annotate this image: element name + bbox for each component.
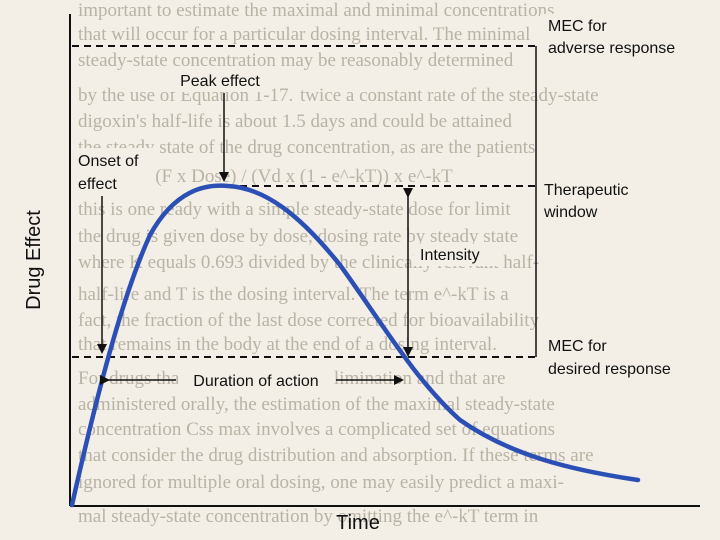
bg-line: mal steady-state concentration by omitti… (78, 506, 539, 527)
mec-adverse-label-line1: MEC for (548, 18, 607, 35)
therapeutic-label-bg (540, 178, 640, 224)
therapeutic-label-line1: Therapeutic (544, 182, 629, 199)
mec-desired-label-bg (540, 334, 712, 380)
duration-label-bg (178, 370, 334, 392)
peak-label-bg (168, 70, 272, 92)
bg-line: the steady state of the drug concentrati… (78, 137, 535, 158)
intensity-label: Intensity (420, 247, 480, 264)
bg-line: twice a constant rate of the steady-stat… (300, 85, 599, 106)
bg-line: half-life and T is the dosing interval. … (78, 284, 509, 305)
duration-label: Duration of action (193, 373, 318, 390)
mec-desired-label-line1: MEC for (548, 338, 607, 355)
peak-effect-label: Peak effect (180, 73, 260, 90)
x-axis-label: Time (336, 512, 380, 534)
intensity-label-bg (414, 244, 500, 266)
onset-label-line1: Onset of (78, 153, 139, 170)
mec-adverse-label-bg (540, 14, 712, 60)
onset-label-bg (74, 148, 154, 194)
bg-line: Cssmin = (F x Dose) / (Vd x (1 - e^-kT))… (78, 166, 453, 187)
bg-line: concentration Css max involves a complic… (78, 419, 555, 440)
y-axis-label: Drug Effect (23, 210, 45, 310)
onset-label-line2: effect (78, 176, 117, 193)
mec-adverse-label-line2: adverse response (548, 40, 675, 57)
bg-line: important to estimate the maximal and mi… (78, 0, 554, 21)
bg-line: ignored for multiple oral dosing, one ma… (78, 472, 564, 493)
mec-desired-label-line2: desired response (548, 361, 671, 378)
bg-line: digoxin's half-life is about 1.5 days an… (78, 111, 512, 132)
bg-line: that consider the drug distribution and … (78, 445, 594, 466)
bg-line: fact, the fraction of the last dose corr… (78, 310, 540, 331)
bg-line: that will occur for a particular dosing … (78, 24, 530, 45)
bg-line: that remains in the body at the end of a… (78, 334, 497, 355)
drug-effect-curve (69, 183, 641, 508)
bg-line: administered orally, the estimation of t… (78, 394, 555, 415)
therapeutic-label-line2: window (543, 204, 598, 221)
bg-line: steady-state concentration may be reason… (78, 50, 514, 71)
